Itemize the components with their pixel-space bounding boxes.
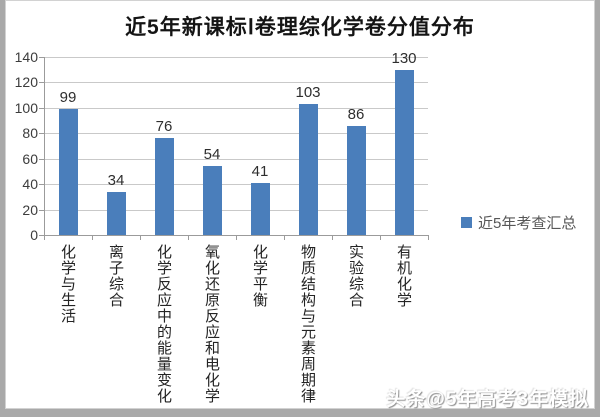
x-axis-tick-5	[284, 235, 285, 240]
chart-title: 近5年新课标Ⅰ卷理综化学卷分值分布	[125, 16, 475, 39]
y-axis-label-120: 120	[14, 74, 38, 91]
bar-有机化学	[394, 69, 414, 235]
gridline-80	[44, 133, 428, 135]
y-axis-label-20: 20	[22, 201, 38, 218]
gridline-20	[44, 209, 428, 211]
y-axis-line	[44, 57, 45, 240]
bar-物质结构与元素周期律	[298, 104, 318, 235]
bar-value-化学与生活: 99	[59, 89, 77, 107]
bar-实验综合	[346, 125, 366, 235]
y-axis-tick-60	[39, 158, 44, 160]
x-axis-tick-8	[428, 235, 429, 240]
legend: 近5年考查汇总	[461, 212, 576, 233]
x-category-label-化学平衡: 化学平衡	[251, 244, 268, 308]
x-category-label-氧化还原反应和电化学: 氧化还原反应和电化学	[203, 244, 220, 404]
y-axis-label-60: 60	[22, 150, 38, 167]
y-axis-label-40: 40	[22, 176, 38, 193]
x-axis-tick-1	[92, 235, 93, 240]
y-axis-tick-80	[39, 133, 44, 135]
watermark-text: 头条@5年高考3年模拟	[386, 389, 589, 410]
bar-value-离子综合: 34	[107, 171, 125, 189]
bar-value-化学反应中的能量变化: 76	[155, 118, 173, 136]
y-axis-tick-100	[39, 107, 44, 109]
x-axis-tick-7	[380, 235, 381, 240]
y-axis-label-140: 140	[14, 49, 38, 65]
x-category-label-化学反应中的能量变化: 化学反应中的能量变化	[155, 244, 172, 404]
bar-value-实验综合: 86	[347, 105, 365, 123]
x-axis-tick-6	[332, 235, 333, 240]
x-axis-tick-4	[236, 235, 237, 240]
bar-value-氧化还原反应和电化学: 54	[203, 146, 221, 164]
x-axis-tick-3	[188, 235, 189, 240]
gridline-140	[44, 57, 428, 58]
y-axis-label-80: 80	[22, 125, 38, 142]
y-axis-tick-20	[39, 209, 44, 211]
gridline-40	[44, 184, 428, 186]
bar-氧化还原反应和电化学	[202, 166, 222, 235]
x-category-label-物质结构与元素周期律: 物质结构与元素周期律	[299, 244, 316, 404]
y-axis-label-0: 0	[30, 227, 38, 243]
y-axis-label-100: 100	[14, 99, 38, 116]
bar-value-化学平衡: 41	[251, 162, 269, 180]
bar-value-有机化学: 130	[391, 49, 417, 67]
y-axis-tick-140	[39, 57, 44, 58]
x-category-label-实验综合: 实验综合	[347, 244, 364, 308]
y-axis-tick-0	[39, 235, 44, 236]
gridline-100	[44, 107, 428, 109]
y-axis-tick-40	[39, 184, 44, 186]
x-axis-tick-2	[140, 235, 141, 240]
x-category-label-有机化学: 有机化学	[395, 244, 412, 308]
bar-化学与生活	[58, 109, 78, 235]
bar-化学反应中的能量变化	[154, 138, 174, 235]
x-axis-tick-0	[44, 235, 45, 240]
x-category-label-化学与生活: 化学与生活	[59, 244, 76, 324]
legend-swatch-icon	[461, 217, 472, 228]
y-axis-tick-120	[39, 82, 44, 84]
bar-value-物质结构与元素周期律: 103	[295, 84, 321, 102]
bar-离子综合	[106, 191, 126, 235]
bar-化学平衡	[250, 182, 270, 235]
legend-label: 近5年考查汇总	[478, 215, 577, 232]
gridline-120	[44, 82, 428, 84]
gridline-60	[44, 158, 428, 160]
x-category-label-离子综合: 离子综合	[107, 244, 124, 308]
